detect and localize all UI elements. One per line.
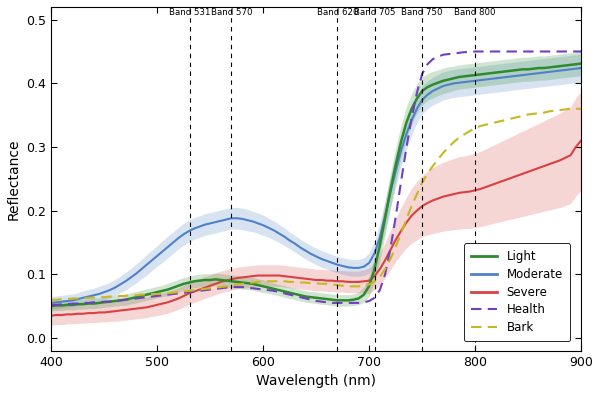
Legend: Light, Moderate, Severe, Health, Bark: Light, Moderate, Severe, Health, Bark	[464, 243, 570, 341]
Text: Band 800: Band 800	[454, 8, 496, 17]
Text: Band 750: Band 750	[401, 8, 443, 17]
Text: Band 531: Band 531	[169, 8, 211, 17]
Text: Band 705: Band 705	[354, 8, 395, 17]
X-axis label: Wavelength (nm): Wavelength (nm)	[256, 374, 376, 388]
Y-axis label: Reflectance: Reflectance	[7, 138, 21, 220]
Text: Band 570: Band 570	[211, 8, 252, 17]
Text: Band 620: Band 620	[317, 8, 358, 17]
